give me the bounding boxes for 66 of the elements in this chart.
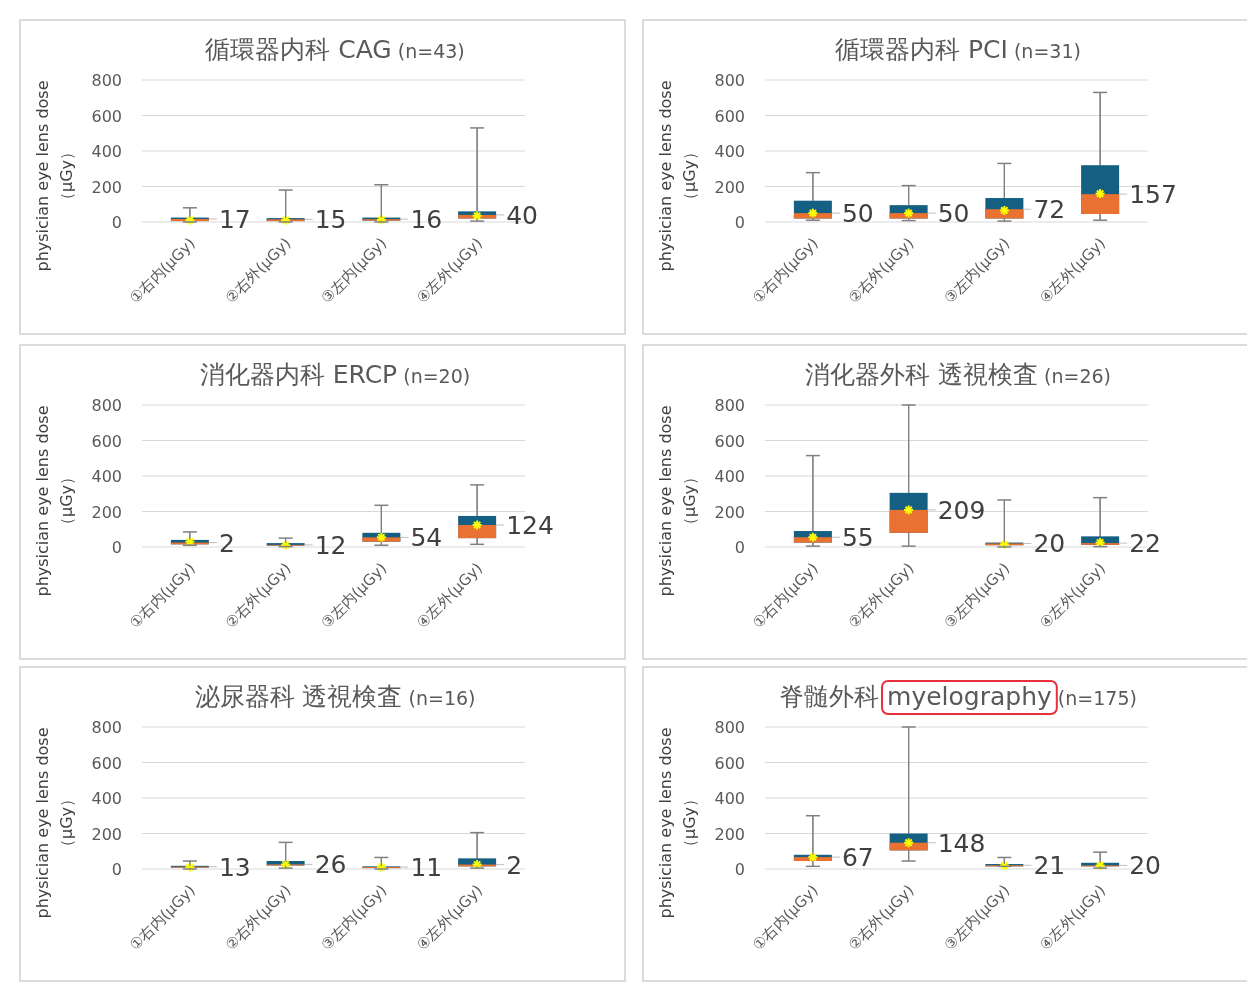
text: 55 (841, 523, 874, 553)
text: 157 (1129, 180, 1177, 210)
y-tick-label: 0 (734, 860, 745, 879)
y-tick-label: 400 (91, 789, 122, 808)
y-tick-label: 0 (111, 538, 122, 557)
y-tick-label: 800 (714, 718, 745, 737)
text: 12 (314, 530, 347, 560)
text: 50 (937, 199, 970, 229)
y-tick-label: 200 (714, 177, 745, 197)
y-tick-label: 0 (734, 213, 745, 232)
y-tick-label: 400 (91, 467, 122, 486)
y-axis-title: physician eye lens dose （μGy） (33, 80, 76, 272)
y-tick-label: 0 (111, 860, 122, 879)
text: 72 (1033, 195, 1066, 225)
chart-title: 消化器外科 透視検査 (n=26) (805, 360, 1111, 389)
text: 40 (506, 200, 538, 230)
y-tick-label: 400 (714, 789, 745, 808)
chart-title: 消化器内科 ERCP (n=20) (199, 360, 471, 389)
text: 21 (1033, 851, 1066, 881)
y-axis-title: physician eye lens dose （μGy） (33, 405, 76, 597)
y-tick-label: 600 (91, 106, 122, 126)
y-tick-label: 0 (734, 538, 745, 557)
text: 20 (1129, 851, 1161, 881)
text: 54 (410, 523, 443, 553)
y-tick-label: 600 (91, 431, 122, 451)
text: 50 (841, 199, 874, 229)
chart-title: 泌尿器科 透視検査 (n=16) (194, 682, 476, 711)
y-tick-label: 400 (91, 142, 122, 161)
text: 17 (218, 204, 251, 234)
text: 13 (218, 852, 251, 882)
y-tick-label: 200 (714, 502, 745, 522)
text: 67 (841, 843, 874, 873)
y-tick-label: 400 (714, 467, 745, 486)
y-axis-title: physician eye lens dose （μGy） (33, 727, 76, 919)
y-tick-label: 200 (714, 824, 745, 844)
y-tick-label: 800 (91, 71, 122, 90)
y-tick-label: 400 (714, 142, 745, 161)
y-tick-label: 800 (714, 71, 745, 90)
text: 26 (314, 850, 347, 880)
text: 20 (1033, 529, 1066, 559)
text: 11 (410, 853, 443, 883)
y-tick-label: 200 (91, 824, 122, 844)
y-tick-label: 600 (91, 753, 122, 773)
y-tick-label: 600 (714, 753, 745, 773)
text: 16 (410, 205, 443, 235)
text: 22 (1129, 529, 1161, 559)
text: 124 (506, 510, 554, 540)
y-tick-label: 800 (91, 396, 122, 415)
text: 2 (506, 850, 523, 880)
text: 2 (218, 528, 235, 558)
y-tick-label: 600 (714, 106, 745, 126)
chart-title: 循環器内科 PCI (n=31) (835, 35, 1081, 64)
text: 15 (314, 205, 347, 235)
y-tick-label: 800 (714, 396, 745, 415)
text: 209 (937, 495, 986, 525)
y-tick-label: 800 (91, 718, 122, 737)
y-axis-title: physician eye lens dose （μGy） (656, 80, 699, 272)
y-tick-label: 0 (111, 213, 122, 232)
chart-title: 循環器内科 CAG (n=43) (205, 35, 465, 64)
y-tick-label: 600 (714, 431, 745, 451)
y-axis-title: physician eye lens dose （μGy） (656, 405, 699, 597)
chart-title: 脊髄外科 myelography (n=175) (779, 682, 1137, 711)
y-axis-title: physician eye lens dose （μGy） (656, 727, 699, 919)
y-tick-label: 200 (91, 502, 122, 522)
y-tick-label: 200 (91, 177, 122, 197)
text: 148 (937, 828, 986, 858)
